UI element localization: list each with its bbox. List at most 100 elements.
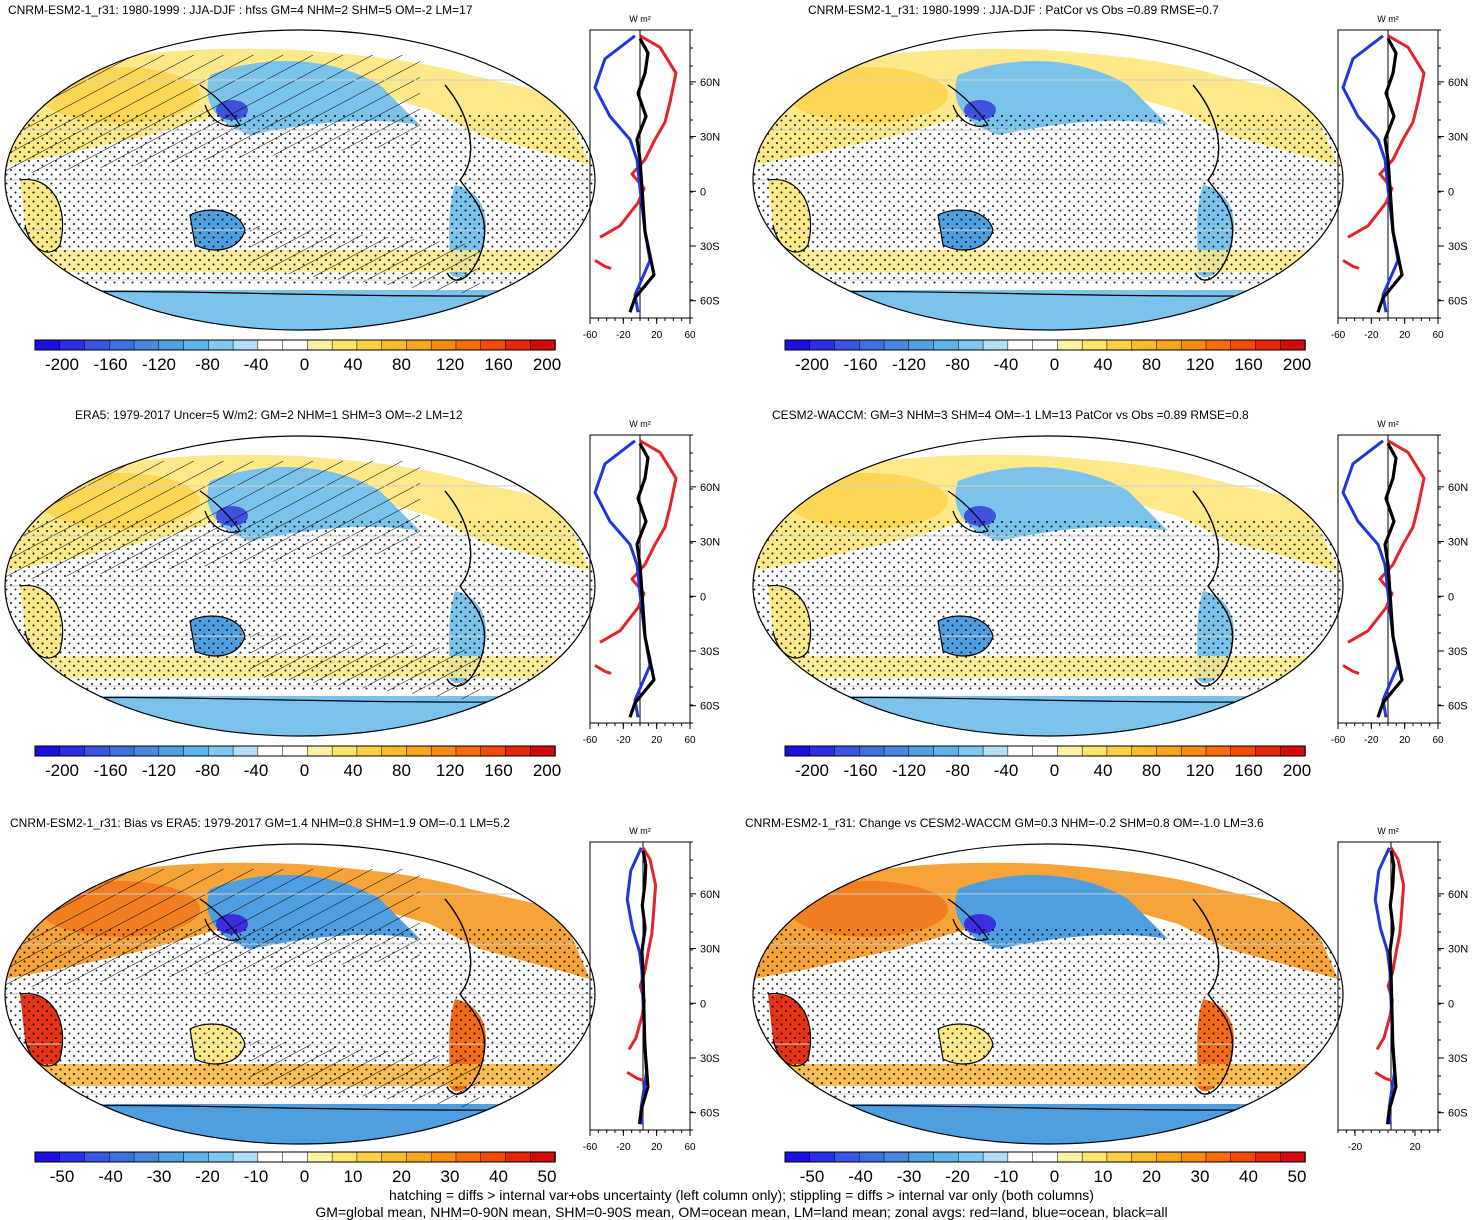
colorbar-label: -20 [945,1167,970,1186]
lat-label: 60N [1448,482,1468,494]
panel-title-1: CNRM-ESM2-1_r31: 1980-1999 : JJA-DJF : h… [8,3,473,17]
colorbar-swatch [232,339,259,351]
colorbar-label: -160 [93,355,127,374]
colorbar-swatch [784,1151,811,1163]
x-tick-label: -60 [1331,330,1346,341]
zonal-panel-1: W m² 60N 30N 0 30S 60S -60 -20 20 60 [583,14,720,341]
colorbar-label: -40 [244,355,269,374]
colorbar-label: -50 [50,1167,75,1186]
colorbar-label: 160 [1234,761,1262,780]
colorbar-swatch [1279,1151,1306,1163]
colorbar-swatch [1180,339,1207,351]
colorbar-swatch [529,745,556,757]
zonal-panel-6: W m² 60N 30N 0 30S 60S -20 20 [1337,826,1468,1153]
colorbar-swatch [1255,339,1281,351]
colorbar-label: 30 [441,1167,460,1186]
colorbar-swatch [834,745,861,757]
colorbar-swatch [282,745,309,757]
x-tick-label: 20 [651,735,663,746]
colorbar-swatch [59,745,86,757]
colorbar-label: -40 [994,761,1019,780]
colorbar-swatch [883,339,910,351]
panel-title-3: ERA5: 1979-2017 Uncer=5 W/m2: GM=2 NHM=1… [75,408,463,422]
colorbar-swatch [133,745,160,757]
colorbar-label: -200 [45,761,79,780]
colorbar-swatch [784,745,811,757]
x-tick-label: -20 [616,1142,631,1153]
footer-line-2: GM=global mean, NHM=0-90N mean, SHM=0-90… [315,1204,1168,1220]
colorbar-swatch [307,1151,333,1163]
colorbar-label: 120 [1186,355,1214,374]
colorbar-swatch [1057,745,1083,757]
colorbar-swatch [257,339,284,351]
colorbar-label: -20 [195,1167,220,1186]
colorbar-swatch [257,1151,284,1163]
colorbar-swatch [1007,1151,1034,1163]
colorbar-swatch [133,1151,160,1163]
colorbar-label: 0 [300,355,309,374]
colorbar-swatch [982,339,1009,351]
lat-label: 0 [700,186,706,198]
colorbar-swatch [84,745,111,757]
colorbar-label: 120 [436,761,464,780]
colorbar-swatch [109,1151,135,1163]
colorbar-swatch [908,745,935,757]
colorbar-swatch [406,339,432,351]
colorbar-label: -50 [800,1167,825,1186]
colorbar-label: 40 [489,1167,508,1186]
x-tick-label: 20 [651,330,663,341]
colorbar-2: -200 -160 -120 -80 -40 0 40 80 120 160 200 [784,339,1311,374]
colorbar-swatch [455,1151,482,1163]
colorbar-label: -40 [98,1167,123,1186]
colorbar-label: -80 [945,355,970,374]
colorbar-swatch [356,745,383,757]
colorbar-swatch [958,745,984,757]
zonal-panel-5: W m² 60N 30N 0 30S 60S -60 -20 20 60 [583,826,720,1153]
colorbar-swatch [883,745,910,757]
colorbar-swatch [505,745,531,757]
colorbar-swatch [109,339,135,351]
map-panel-6 [752,843,1344,1145]
map-panel-4 [752,435,1344,737]
lat-label: 60N [1448,889,1468,901]
colorbar-swatch [109,745,135,757]
x-tick-label: -20 [616,735,631,746]
colorbar-swatch [1180,1151,1207,1163]
colorbar-swatch [1230,339,1257,351]
colorbar-swatch [282,1151,309,1163]
colorbar-label: 0 [1050,1167,1059,1186]
lat-label: 60N [700,482,720,494]
colorbar-label: 10 [1094,1167,1113,1186]
colorbar-swatch [1205,1151,1232,1163]
colorbar-swatch [455,339,482,351]
lat-label: 0 [1448,186,1454,198]
lat-label: 60N [700,889,720,901]
colorbar-swatch [208,745,234,757]
colorbar-swatch [958,339,984,351]
colorbar-swatch [1106,745,1133,757]
colorbar-5: -50 -40 -30 -20 -10 0 10 20 30 40 50 [34,1151,556,1186]
colorbar-label: 200 [1283,355,1311,374]
zonal-panel-3: W m² 60N 30N 0 30S 60S -60 -20 20 60 [583,419,720,746]
x-tick-label: -60 [1331,735,1346,746]
colorbar-1: -200 -160 -120 -80 -40 0 40 80 120 160 200 [34,339,561,374]
x-tick-label: 20 [1399,330,1411,341]
colorbar-swatch [1131,745,1158,757]
colorbar-swatch [381,745,408,757]
colorbar-label: -30 [897,1167,922,1186]
colorbar-6: -50 -40 -30 -20 -10 0 10 20 30 40 50 [784,1151,1306,1186]
map-panel-5 [4,843,596,1145]
colorbar-label: 40 [344,355,363,374]
colorbar-label: 0 [1050,355,1059,374]
colorbar-3: -200 -160 -120 -80 -40 0 40 80 120 160 200 [34,745,561,780]
lat-label: 30S [700,1053,720,1065]
colorbar-label: 10 [344,1167,363,1186]
colorbar-label: 80 [392,761,411,780]
colorbar-swatch [1279,745,1306,757]
colorbar-swatch [809,339,836,351]
zonal-units-label: W m² [629,14,651,24]
colorbar-swatch [158,339,185,351]
colorbar-swatch [331,1151,358,1163]
colorbar-swatch [59,1151,86,1163]
lat-label: 30S [700,241,720,253]
